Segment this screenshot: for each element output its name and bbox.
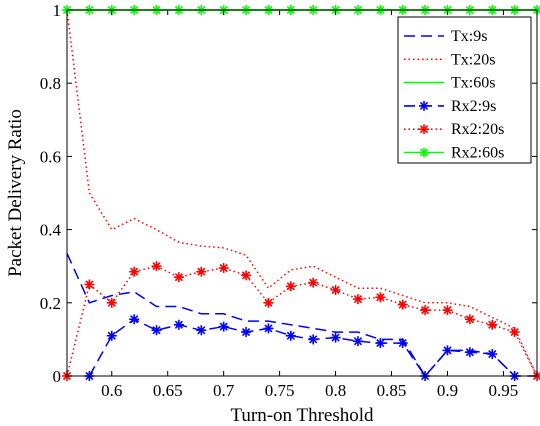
data-point-rx2-9s — [218, 321, 229, 332]
y-tick-label: 0 — [53, 367, 62, 386]
data-point-rx2-20s — [420, 305, 431, 316]
data-point-rx2-20s — [308, 277, 319, 288]
legend: Tx:9s Tx:20s Tx:60s Rx2:9s Rx2:20s Rx2:60s — [397, 16, 532, 164]
data-point-rx2-9s — [375, 338, 386, 349]
y-tick-label: 0.2 — [40, 294, 61, 313]
x-tick-label: 0.85 — [377, 381, 407, 400]
x-tick-label: 0.6 — [101, 381, 122, 400]
legend-label-tx-60s: Tx:60s — [451, 75, 495, 92]
x-tick-label: 0.7 — [213, 381, 235, 400]
x-tick-label: 0.75 — [265, 381, 295, 400]
data-point-rx2-20s — [218, 263, 229, 274]
data-point-rx2-9s — [241, 327, 252, 338]
y-axis-title: Packet Delivery Ratio — [5, 109, 26, 277]
data-point-rx2-9s — [263, 323, 274, 334]
plot-frame — [66, 9, 538, 377]
data-point-rx2-9s — [330, 332, 341, 343]
legend-label-tx-9s: Tx:9s — [451, 28, 487, 45]
data-point-rx2-9s — [487, 349, 498, 360]
data-point-rx2-20s — [196, 266, 207, 277]
y-tick-label: 1 — [53, 1, 62, 20]
data-point-rx2-20s — [375, 292, 386, 303]
legend-label-rx2-9s: Rx2:9s — [451, 98, 496, 115]
data-point-rx2-20s — [487, 319, 498, 330]
y-tick-label: 0.8 — [40, 74, 61, 93]
data-point-rx2-9s — [151, 325, 162, 336]
data-point-rx2-20s — [129, 266, 140, 277]
y-tick-label: 0.4 — [40, 221, 62, 240]
data-point-rx2-9s — [173, 319, 184, 330]
data-point-rx2-9s — [285, 330, 296, 341]
data-point-rx2-20s — [352, 294, 363, 305]
x-axis-title: Turn-on Threshold — [230, 405, 374, 426]
legend-marker-rx2-9s — [419, 100, 429, 111]
data-point-rx2-20s — [151, 261, 162, 272]
data-point-rx2-20s — [241, 270, 252, 281]
data-point-rx2-9s — [442, 345, 453, 356]
data-point-rx2-9s — [129, 314, 140, 325]
legend-label-rx2-60s: Rx2:60s — [451, 145, 504, 162]
data-point-rx2-20s — [173, 272, 184, 283]
x-tick-label: 0.8 — [325, 381, 346, 400]
legend-box — [397, 16, 532, 164]
data-point-rx2-20s — [442, 305, 453, 316]
series-line-rx2-9s — [88, 318, 516, 378]
data-point-rx2-20s — [397, 299, 408, 310]
legend-marker-rx2-20s — [419, 124, 429, 135]
x-tick-label: 0.95 — [489, 381, 519, 400]
data-point-rx2-20s — [464, 314, 475, 325]
data-point-rx2-20s — [509, 327, 520, 338]
y-tick-label: 0.6 — [40, 147, 61, 166]
legend-marker-rx2-60s — [419, 147, 429, 158]
data-point-rx2-20s — [84, 279, 95, 290]
data-point-rx2-20s — [330, 284, 341, 295]
data-point-rx2-9s — [397, 338, 408, 349]
data-point-rx2-20s — [106, 297, 117, 308]
legend-label-rx2-20s: Rx2:20s — [451, 121, 504, 138]
data-point-rx2-9s — [106, 330, 117, 341]
data-point-rx2-9s — [352, 336, 363, 347]
data-point-rx2-9s — [464, 347, 475, 358]
axes-layer: 0.6 0.65 0.7 0.75 0.8 0.85 0.9 0.95 0 0.2 0.4 0.6 0.… — [40, 1, 537, 400]
data-point-rx2-9s — [196, 325, 207, 336]
data-point-rx2-9s — [308, 334, 319, 345]
x-tick-label: 0.65 — [153, 381, 183, 400]
x-tick-label: 0.9 — [437, 381, 458, 400]
series-line-tx-9s — [66, 253, 537, 378]
data-point-rx2-20s — [285, 281, 296, 292]
data-point-rx2-20s — [263, 297, 274, 308]
legend-label-tx-20s: Tx:20s — [451, 51, 495, 68]
